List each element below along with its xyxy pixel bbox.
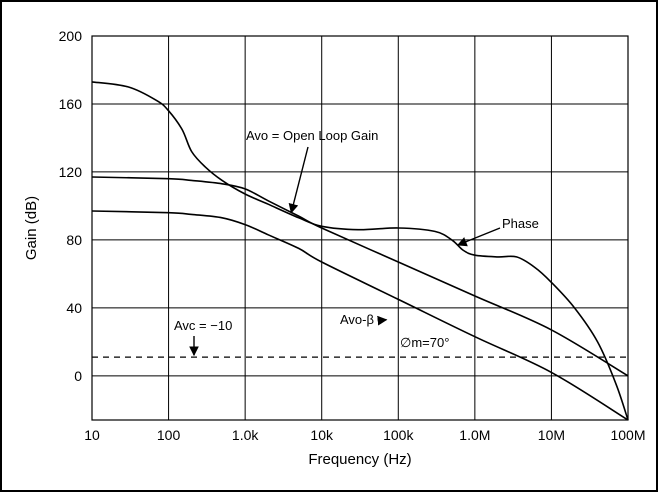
avo-beta-line — [91, 210, 629, 421]
x-tick-label: 10 — [84, 427, 100, 443]
open-loop-gain-line — [91, 176, 629, 377]
y-tick-label: 160 — [59, 96, 83, 112]
y-tick-label: 80 — [66, 232, 82, 248]
x-axis-label: Frequency (Hz) — [308, 451, 411, 468]
y-axis-label: Gain (dB) — [23, 196, 40, 260]
y-tick-label: 120 — [59, 164, 83, 180]
avo-beta-label: Avo-β — [340, 312, 374, 327]
phase-margin-label: ∅m=70° — [400, 335, 449, 350]
plot-border — [91, 35, 629, 421]
phase-line — [91, 81, 629, 421]
tick-labels: 10 100 1.0k 10k 100k 1.0M 10M 100M 200 160 120 80 40… — [23, 28, 646, 468]
grid — [91, 35, 629, 421]
open-loop-gain-label: Avo = Open Loop Gain — [246, 128, 378, 143]
y-tick-label: 40 — [66, 300, 82, 316]
x-tick-label: 100k — [383, 427, 414, 443]
annotations: Avo = Open Loop Gain Phase Avo-β Avc = −10 ∅… — [174, 128, 539, 357]
closed-loop-gain-label: Avc = −10 — [174, 318, 232, 333]
x-tick-label: 10M — [538, 427, 565, 443]
x-tick-label: 10k — [310, 427, 334, 443]
series-group — [91, 81, 629, 421]
y-tick-label: 200 — [59, 28, 83, 44]
x-tick-label: 1.0M — [459, 427, 490, 443]
phase-arrow — [456, 227, 501, 247]
x-tick-label: 100M — [610, 427, 645, 443]
open-loop-gain-arrow — [288, 146, 309, 214]
y-tick-label: 0 — [74, 368, 82, 384]
x-tick-label: 1.0k — [232, 427, 259, 443]
x-tick-label: 100 — [157, 427, 181, 443]
phase-label: Phase — [502, 216, 539, 231]
